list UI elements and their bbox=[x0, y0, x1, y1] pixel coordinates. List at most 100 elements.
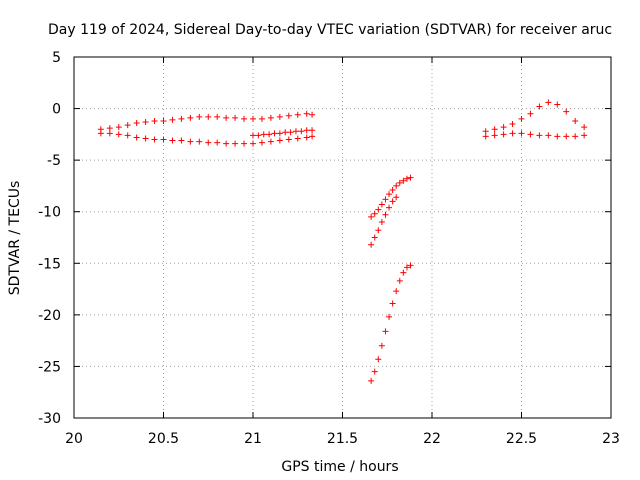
data-point bbox=[258, 139, 265, 146]
data-point bbox=[371, 368, 378, 375]
y-tick-label: 0 bbox=[52, 102, 61, 118]
data-point bbox=[378, 342, 385, 349]
data-point bbox=[214, 113, 221, 120]
data-point bbox=[393, 194, 400, 201]
data-point bbox=[375, 227, 382, 234]
data-point bbox=[106, 125, 113, 132]
data-point bbox=[142, 118, 149, 125]
data-point bbox=[142, 135, 149, 142]
data-point bbox=[378, 201, 385, 208]
x-axis-label: GPS time / hours bbox=[281, 459, 398, 475]
data-point bbox=[250, 132, 256, 139]
x-tick-label: 21.5 bbox=[327, 431, 358, 447]
data-point bbox=[178, 137, 185, 144]
data-point bbox=[371, 234, 378, 241]
data-point bbox=[518, 130, 525, 137]
data-point bbox=[491, 126, 498, 133]
y-tick-label: -10 bbox=[38, 205, 61, 221]
data-point bbox=[250, 115, 256, 122]
data-point bbox=[196, 138, 203, 145]
data-point bbox=[133, 120, 140, 127]
data-point bbox=[500, 131, 507, 138]
series-arc-3-upper bbox=[482, 99, 588, 135]
series-arc-2-lower bbox=[368, 262, 414, 384]
data-point bbox=[223, 140, 230, 147]
x-tick-label: 21 bbox=[244, 431, 262, 447]
y-tick-label: -25 bbox=[38, 359, 61, 375]
y-tick-label: -20 bbox=[38, 308, 61, 324]
x-tick-label: 23 bbox=[602, 431, 620, 447]
data-point bbox=[271, 130, 278, 137]
data-point bbox=[106, 130, 113, 137]
data-point bbox=[400, 177, 407, 184]
data-point bbox=[375, 206, 382, 213]
data-point bbox=[276, 113, 283, 120]
y-axis-label: SDTVAR / TECUs bbox=[7, 181, 23, 296]
data-point bbox=[232, 114, 239, 121]
data-point bbox=[115, 124, 122, 131]
data-point bbox=[403, 175, 410, 182]
data-point bbox=[241, 140, 248, 147]
data-point bbox=[554, 133, 561, 140]
y-tick-label: -30 bbox=[38, 411, 61, 427]
data-point bbox=[545, 132, 552, 139]
data-point bbox=[232, 140, 239, 147]
data-point bbox=[400, 269, 407, 276]
data-points bbox=[97, 99, 588, 384]
data-point bbox=[178, 115, 185, 122]
data-point bbox=[260, 131, 267, 138]
series-arc-3-lower bbox=[482, 130, 588, 140]
data-point bbox=[389, 198, 396, 205]
data-point bbox=[386, 313, 393, 320]
data-point bbox=[187, 114, 194, 121]
data-point bbox=[241, 115, 248, 122]
data-point bbox=[396, 277, 403, 284]
data-point bbox=[309, 133, 316, 140]
data-point bbox=[371, 210, 378, 217]
data-point bbox=[368, 377, 375, 384]
data-point bbox=[482, 133, 489, 140]
data-point bbox=[169, 116, 176, 123]
data-point bbox=[509, 130, 516, 137]
data-point bbox=[403, 264, 410, 271]
data-point bbox=[527, 110, 534, 117]
data-point bbox=[276, 130, 283, 137]
data-point bbox=[309, 127, 316, 134]
data-point bbox=[407, 262, 414, 269]
data-point bbox=[292, 128, 299, 135]
axis-ticks: 20 20.5 21 21.5 22 22.5 23 -30 -25 -20 -15 -10 -5 0 5 bbox=[38, 50, 620, 447]
y-tick-label: 5 bbox=[52, 50, 61, 66]
data-point bbox=[115, 131, 122, 138]
data-point bbox=[382, 196, 389, 203]
series-arc-2-upper bbox=[368, 174, 414, 220]
data-point bbox=[214, 139, 221, 146]
chart-title: Day 119 of 2024, Sidereal Day-to-day VTE… bbox=[48, 22, 612, 38]
x-tick-label: 20.5 bbox=[148, 431, 179, 447]
data-point bbox=[267, 138, 274, 145]
series-arc-2-middle bbox=[368, 194, 400, 248]
data-point bbox=[124, 132, 131, 139]
data-point bbox=[267, 114, 274, 121]
data-point bbox=[545, 99, 552, 106]
data-point bbox=[285, 112, 292, 119]
data-point bbox=[285, 136, 292, 143]
data-point bbox=[160, 136, 167, 143]
data-point bbox=[282, 129, 289, 136]
data-point bbox=[151, 117, 158, 124]
data-point bbox=[187, 138, 194, 145]
x-tick-label: 20 bbox=[65, 431, 83, 447]
data-point bbox=[303, 110, 310, 117]
data-point bbox=[572, 133, 579, 140]
data-point bbox=[205, 139, 212, 146]
data-point bbox=[196, 113, 203, 120]
data-point bbox=[368, 241, 375, 248]
data-point bbox=[205, 113, 212, 120]
data-point bbox=[124, 122, 131, 129]
data-point bbox=[160, 117, 167, 124]
data-point bbox=[581, 124, 588, 131]
x-tick-label: 22 bbox=[423, 431, 441, 447]
data-point bbox=[169, 137, 176, 144]
data-point bbox=[500, 124, 507, 131]
data-point bbox=[389, 300, 396, 307]
data-point bbox=[250, 140, 256, 147]
